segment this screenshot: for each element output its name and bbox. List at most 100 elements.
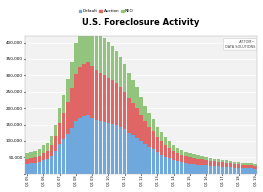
Bar [192,158,196,164]
Bar [196,159,200,165]
Legend: Default, Auction, REO: Default, Auction, REO [77,8,135,15]
Bar [221,166,224,174]
Bar [25,153,29,159]
Bar [172,151,175,160]
Bar [204,157,208,160]
Bar [139,141,143,174]
Bar [168,141,171,148]
Bar [249,165,253,169]
Bar [33,151,37,157]
Bar [176,153,179,161]
Bar [148,147,151,174]
Bar [111,80,114,124]
Bar [204,165,208,174]
Bar [50,156,53,174]
Bar [70,89,74,128]
Bar [127,73,130,98]
Bar [78,33,82,67]
Bar [38,162,41,174]
Bar [151,131,155,149]
Bar [62,95,65,113]
Bar [233,167,236,174]
Bar [46,151,49,159]
Bar [50,145,53,156]
Bar [131,103,135,135]
Bar [200,160,204,165]
Bar [249,163,253,165]
Bar [148,127,151,147]
Bar [82,64,86,116]
Bar [111,46,114,80]
Bar [58,108,61,123]
Bar [54,151,57,174]
Bar [115,125,118,174]
Bar [213,161,216,166]
Bar [188,157,192,164]
Text: ATTOM™
DATA SOLUTIONS: ATTOM™ DATA SOLUTIONS [225,40,255,49]
Bar [127,98,130,133]
Bar [74,74,78,121]
Bar [135,88,139,108]
Bar [148,113,151,127]
Bar [119,87,122,127]
Bar [253,169,257,174]
Bar [107,78,110,123]
Bar [160,141,163,155]
Bar [62,139,65,174]
Bar [127,133,130,174]
Bar [188,153,192,157]
Bar [164,145,167,157]
Bar [38,149,41,156]
Bar [25,159,29,164]
Bar [99,121,102,174]
Bar [245,168,249,174]
Bar [180,150,184,155]
Bar [139,115,143,141]
Bar [209,166,212,174]
Bar [172,160,175,174]
Bar [253,166,257,169]
Bar [66,102,69,134]
Bar [139,97,143,115]
Bar [192,155,196,158]
Bar [54,136,57,151]
Bar [58,123,61,144]
Bar [241,168,245,174]
Bar [135,108,139,138]
Bar [245,165,249,168]
Bar [123,92,127,129]
Bar [225,160,228,163]
Bar [168,148,171,158]
Bar [209,158,212,161]
Bar [87,115,90,174]
Bar [176,148,179,153]
Bar [78,118,82,174]
Bar [156,137,159,152]
Bar [66,134,69,174]
Bar [229,163,232,167]
Bar [87,62,90,115]
Bar [233,161,236,164]
Bar [54,125,57,136]
Bar [241,165,245,168]
Bar [42,145,45,153]
Bar [204,160,208,165]
Bar [94,70,98,120]
Bar [143,106,147,121]
Bar [131,80,135,103]
Bar [70,62,74,89]
Bar [164,157,167,174]
Bar [103,122,106,174]
Bar [229,167,232,174]
Bar [58,144,61,174]
Bar [180,155,184,162]
Bar [143,144,147,174]
Bar [46,143,49,151]
Bar [123,129,127,174]
Bar [225,167,228,174]
Bar [29,158,33,163]
Bar [90,27,94,66]
Bar [135,138,139,174]
Bar [180,162,184,174]
Bar [200,156,204,160]
